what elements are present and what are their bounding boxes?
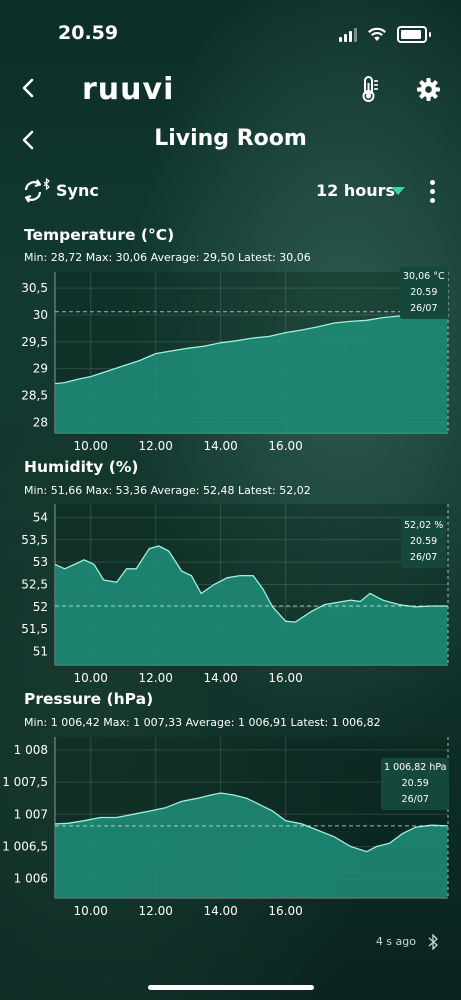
back-icon[interactable] [20,78,38,98]
pressure-stats: Min: 1 006,42 Max: 1 007,33 Average: 1 0… [24,716,381,729]
series-area [55,793,448,898]
sync-button[interactable]: Sync [56,181,99,200]
temperature-title: Temperature (°C) [24,226,175,244]
y-tick-label: 1 007 [14,807,48,821]
gear-icon[interactable] [416,77,441,102]
thermometer-icon[interactable] [360,75,380,103]
home-indicator [148,985,314,990]
y-tick-label: 51 [33,645,48,659]
y-tick-label: 1 006,5 [2,839,48,853]
humidity-tooltip: 52,02 % 20.59 26/07 [401,516,447,568]
humidity-stats: Min: 51,66 Max: 53,36 Average: 52,48 Lat… [24,484,311,497]
x-tick-label: 14.00 [203,904,237,918]
tooltip-value: 1 006,82 hPa [384,762,447,773]
y-tick-label: 28 [33,415,48,429]
chevron-down-icon[interactable] [391,187,405,195]
y-tick-label: 54 [33,510,48,524]
y-tick-label: 29,5 [21,335,48,349]
series-line [54,311,448,385]
tooltip-time: 20.59 [410,287,438,298]
x-tick-label: 12.00 [139,904,173,918]
bluetooth-icon [428,934,438,950]
tooltip-value: 52,02 % [404,520,444,531]
y-tick-label: 28,5 [21,388,48,402]
tooltip-date: 26/07 [410,303,438,314]
x-tick-label: 10.00 [74,439,108,453]
y-tick-label: 1 008 [14,743,48,757]
y-tick-label: 1 006 [14,872,48,886]
humidity-chart[interactable]: 51 51,5 52 52,5 53 53,5 54 10.00 12.00 14.00 16.00 [0,500,461,690]
temperature-tooltip: 30,06 °C 20.59 26/07 [400,267,448,319]
sensor-name: Living Room [154,126,307,151]
status-icons [339,26,431,43]
y-tick-label: 29 [33,362,48,376]
y-tick-label: 53,5 [21,533,48,547]
y-tick-label: 51,5 [21,622,48,636]
tooltip-date: 26/07 [401,794,429,805]
tooltip-time: 20.59 [410,536,438,547]
y-tick-label: 1 007,5 [2,775,48,789]
y-tick-label: 53 [33,555,48,569]
status-time: 20.59 [58,22,119,44]
tooltip-date: 26/07 [409,552,438,563]
x-tick-label: 14.00 [203,439,237,453]
temperature-stats: Min: 28,72 Max: 30,06 Average: 29,50 Lat… [24,251,311,264]
series-line [54,545,448,623]
x-tick-label: 10.00 [74,904,108,918]
signal-icon [339,27,357,42]
more-menu-icon[interactable] [427,180,437,203]
x-tick-label: 16.00 [268,904,302,918]
series-line [54,792,448,853]
y-tick-label: 52,5 [21,578,48,592]
x-tick-label: 12.00 [139,671,173,685]
battery-icon [397,26,427,43]
x-tick-label: 14.00 [203,671,237,685]
pressure-tooltip: 1 006,82 hPa 20.59 26/07 [381,758,450,810]
period-selector[interactable]: 12 hours [316,181,396,200]
wifi-icon [368,27,386,41]
temperature-chart[interactable]: 28 28,5 29 29,5 30 30,5 10.00 12.00 14.00 16.00 [0,268,461,458]
x-tick-label: 16.00 [268,671,302,685]
sync-icon[interactable] [22,178,52,204]
ruuvi-logo: ruuvi [82,72,175,107]
humidity-title: Humidity (%) [24,458,139,476]
x-tick-label: 12.00 [139,439,173,453]
back-to-sensor-icon[interactable] [20,130,38,150]
series-area [55,311,448,433]
y-tick-label: 30 [33,308,48,322]
y-tick-label: 52 [33,600,48,614]
pressure-title: Pressure (hPa) [24,690,154,708]
x-tick-label: 10.00 [74,671,108,685]
tooltip-time: 20.59 [401,778,429,789]
tooltip-value: 30,06 °C [403,271,445,282]
last-updated: 4 s ago [375,935,416,948]
y-tick-label: 30,5 [21,281,48,295]
x-tick-label: 16.00 [268,439,302,453]
